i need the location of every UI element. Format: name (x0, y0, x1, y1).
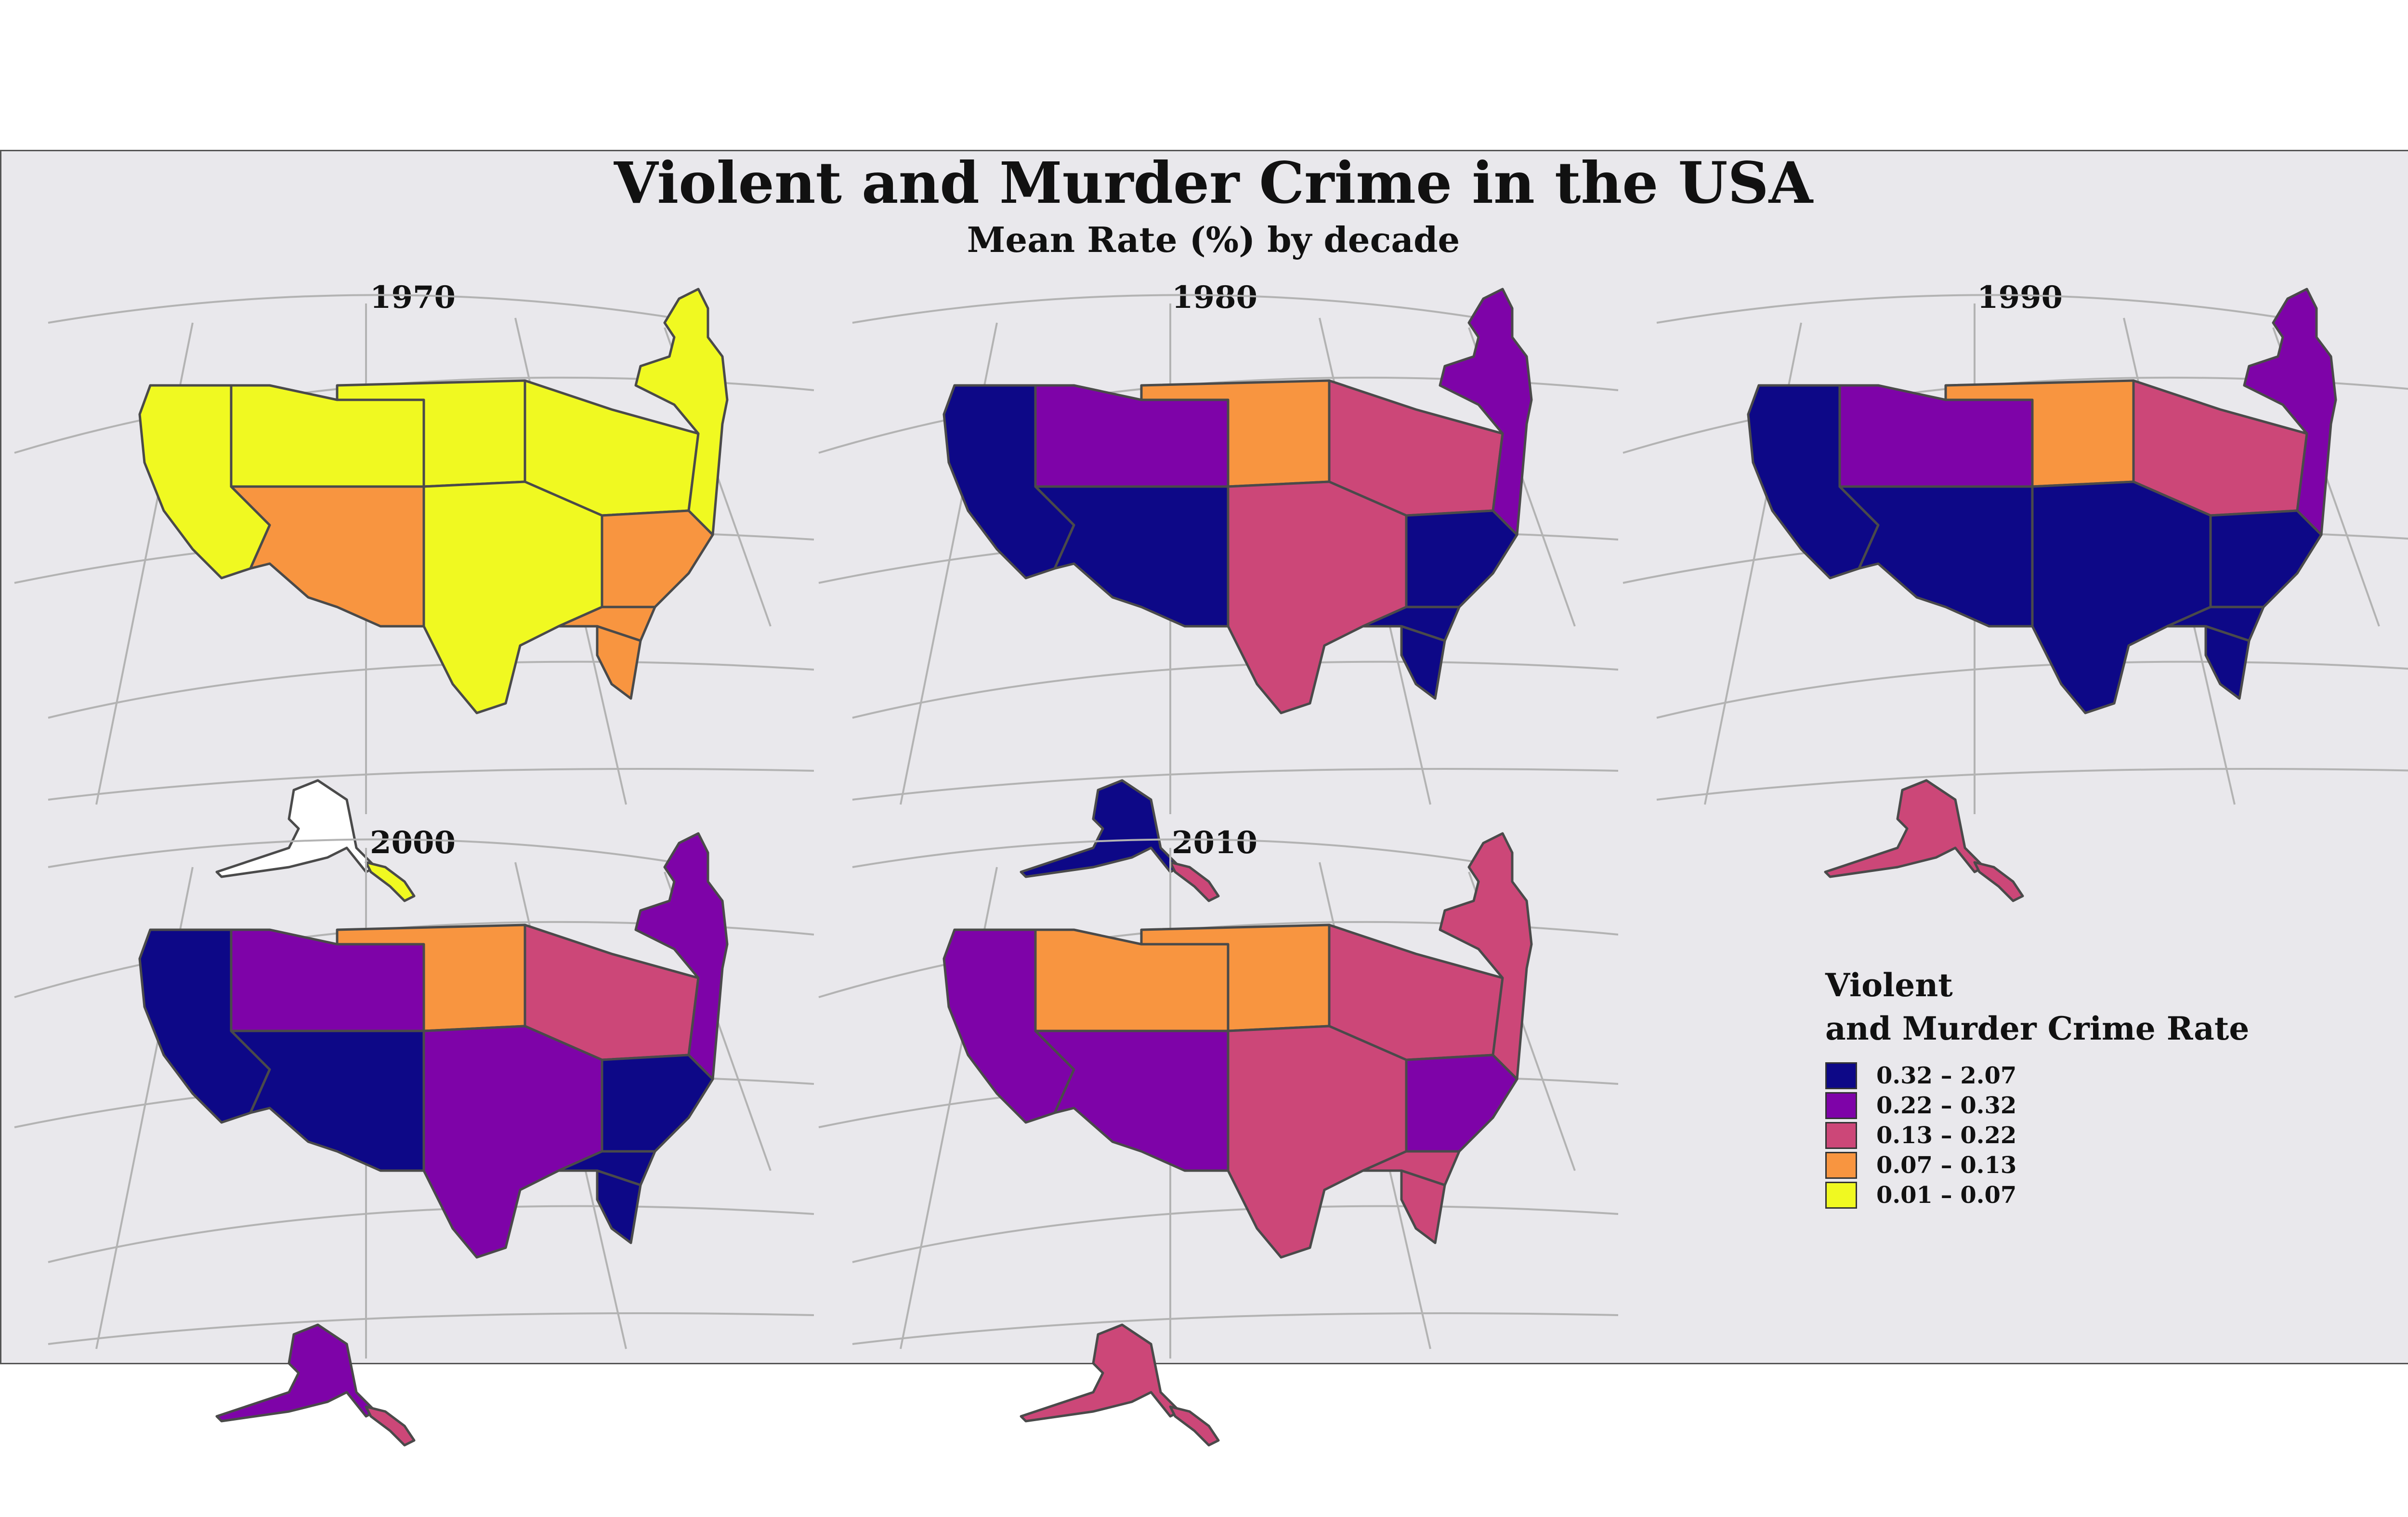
panel-label-1990: 1990 (1976, 279, 2063, 316)
graticule-line (48, 838, 675, 868)
region-southwest (1034, 1029, 1230, 1172)
legend-label: 0.32 – 2.07 (1876, 1062, 2017, 1089)
legend-title-line1: Violent (1825, 966, 1953, 1004)
region-south (1227, 480, 1408, 714)
region-southwest (1034, 485, 1230, 628)
legend-item: 0.32 – 2.07 (1825, 1061, 2249, 1091)
region-northeast (2243, 288, 2337, 536)
graticule-line (852, 838, 1479, 868)
region-florida-peninsula (1400, 1169, 1446, 1244)
region-southeast (1405, 509, 1518, 608)
legend-label: 0.13 – 0.22 (1876, 1122, 2017, 1149)
graticule-line (1656, 294, 2283, 324)
graticule-line (48, 768, 814, 801)
legend-item: 0.13 – 0.22 (1825, 1121, 2249, 1150)
region-alaska (215, 1323, 377, 1423)
region-hawaii (365, 861, 416, 902)
graticule-line (48, 1312, 814, 1345)
graticule-line (1656, 660, 2408, 719)
legend: Violent and Murder Crime Rate 0.32 – 2.0… (1825, 963, 2249, 1210)
map-panel-1990 (1623, 288, 2408, 902)
legend-label: 0.22 – 0.32 (1876, 1092, 2017, 1119)
graticule-line (852, 1312, 1619, 1345)
graticule-line (48, 294, 675, 324)
region-southeast (2209, 509, 2323, 608)
graticule-line (852, 1205, 1619, 1263)
region-hawaii (1169, 1405, 1220, 1447)
panel-label-1970: 1970 (369, 279, 456, 316)
legend-title-line2: and Murder Crime Rate (1825, 1010, 2250, 1047)
map-panel-1980 (818, 288, 1619, 902)
region-florida-peninsula (596, 625, 642, 700)
region-southwest (1838, 485, 2034, 628)
region-florida-peninsula (1400, 625, 1446, 700)
panel-label-2000: 2000 (369, 825, 456, 861)
figure-subtitle: Mean Rate (%) by decade (967, 219, 1460, 260)
region-south (1227, 1025, 1408, 1259)
panel-label-1980: 1980 (1171, 279, 1258, 316)
region-northeast (634, 832, 729, 1081)
region-florida-peninsula (2204, 625, 2251, 700)
region-florida (1361, 606, 1461, 642)
legend-label: 0.07 – 0.13 (1876, 1152, 2017, 1179)
region-alaska (215, 779, 377, 878)
region-hawaii (365, 1405, 416, 1447)
legend-rows: 0.32 – 2.07 0.22 – 0.32 0.13 – 0.22 0.07 – … (1825, 1061, 2249, 1210)
legend-label: 0.01 – 0.07 (1876, 1182, 2017, 1209)
legend-item: 0.07 – 0.13 (1825, 1150, 2249, 1180)
legend-item: 0.01 – 0.07 (1825, 1180, 2249, 1210)
region-florida (557, 606, 656, 642)
legend-swatch (1825, 1182, 1857, 1209)
region-alaska (1020, 779, 1181, 878)
region-southwest (230, 1029, 425, 1172)
region-florida (557, 1150, 656, 1187)
region-alaska (1020, 1323, 1181, 1423)
legend-swatch (1825, 1122, 1857, 1149)
region-florida (2166, 606, 2265, 642)
region-florida-peninsula (596, 1169, 642, 1244)
region-south (422, 480, 603, 714)
region-southeast (601, 1054, 714, 1153)
region-southeast (1405, 1054, 1518, 1153)
region-south (422, 1025, 603, 1259)
map-panel-2000 (14, 832, 814, 1447)
legend-swatch (1825, 1062, 1857, 1089)
map-panel-2010 (818, 832, 1619, 1447)
map-panel-1970 (14, 288, 814, 902)
region-hawaii (1973, 861, 2024, 902)
region-southwest (230, 485, 425, 628)
graticule-line (852, 294, 1479, 324)
graticule-line (1656, 768, 2408, 801)
graticule-line (48, 660, 814, 719)
region-northeast (1439, 288, 1533, 536)
graticule-line (48, 1205, 814, 1263)
legend-swatch (1825, 1092, 1857, 1119)
region-hawaii (1169, 861, 1220, 902)
region-florida (1361, 1150, 1461, 1187)
region-south (2031, 480, 2212, 714)
graticule-line (852, 660, 1619, 719)
region-alaska (1824, 779, 1986, 878)
panel-label-2010: 2010 (1171, 825, 1258, 861)
figure-title: Violent and Murder Crime in the USA (614, 149, 1813, 216)
region-northeast (634, 288, 729, 536)
graticule-line (852, 768, 1619, 801)
region-northeast (1439, 832, 1533, 1081)
region-southeast (601, 509, 714, 608)
legend-title: Violent and Murder Crime Rate (1825, 963, 2249, 1050)
legend-swatch (1825, 1152, 1857, 1179)
legend-item: 0.22 – 0.32 (1825, 1091, 2249, 1121)
